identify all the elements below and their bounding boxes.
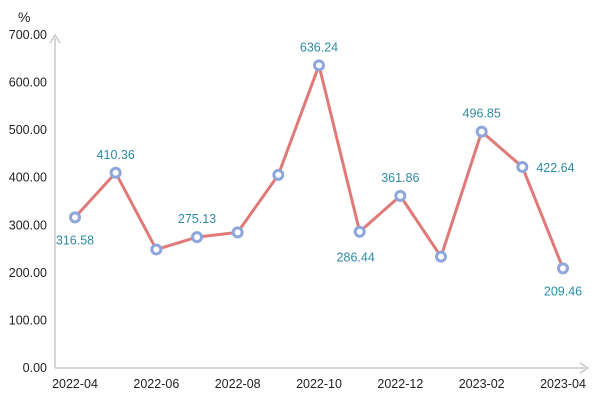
data-point-marker: [109, 166, 122, 179]
series-line: [73, 63, 565, 269]
x-tick-label: 2023-04: [540, 377, 586, 391]
x-tick-label: 2022-10: [296, 377, 342, 391]
data-point-marker: [557, 262, 569, 275]
data-point-marker: [394, 189, 407, 202]
x-tick-label: 2022-08: [215, 377, 261, 391]
y-tick-label: 600.00: [9, 76, 47, 90]
y-tick-label: 700.00: [9, 28, 47, 42]
data-point-marker: [231, 226, 244, 239]
data-label: 316.58: [56, 233, 94, 247]
x-tick-label: 2022-06: [133, 377, 179, 391]
data-point-marker: [516, 160, 529, 173]
y-tick-label: 200.00: [9, 266, 47, 280]
data-label: 361.86: [381, 171, 419, 185]
data-label: 209.46: [544, 284, 582, 298]
x-axis-arrow-icon: [579, 362, 590, 374]
data-label: 286.44: [337, 251, 375, 265]
data-point-marker: [353, 225, 366, 238]
data-label: 496.85: [463, 107, 501, 121]
y-tick-label: 100.00: [9, 313, 47, 327]
data-point-marker: [191, 231, 203, 244]
x-tick-label: 2022-12: [377, 377, 423, 391]
x-tick-label: 2022-04: [52, 377, 98, 391]
data-point-marker: [475, 125, 488, 138]
data-label: 275.13: [178, 212, 216, 226]
data-label: 410.36: [97, 148, 135, 162]
data-label: 422.64: [536, 161, 574, 175]
data-point-marker: [313, 59, 325, 72]
data-point-marker: [150, 243, 163, 256]
y-tick-label: 0.00: [23, 361, 47, 375]
y-tick-label: 300.00: [9, 218, 47, 232]
data-point-marker: [435, 250, 447, 263]
y-tick-label: 500.00: [9, 123, 47, 137]
data-point-marker: [69, 211, 81, 224]
y-axis-arrow-icon: [49, 33, 61, 44]
y-axis-unit-label: %: [18, 9, 30, 25]
data-point-marker: [272, 168, 285, 181]
data-label: 636.24: [300, 40, 338, 54]
x-tick-label: 2023-02: [459, 377, 505, 391]
y-tick-label: 400.00: [9, 171, 47, 185]
